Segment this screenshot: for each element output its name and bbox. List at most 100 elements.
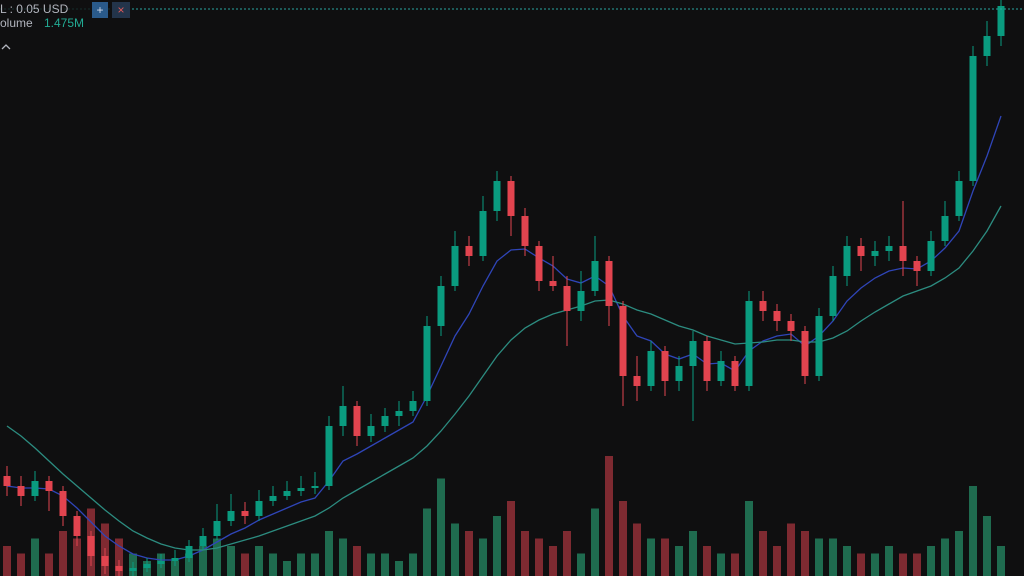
candle-body xyxy=(115,566,123,571)
candle-body xyxy=(311,486,319,488)
candle-body xyxy=(829,276,837,316)
volume-bar xyxy=(801,531,809,576)
candle-body xyxy=(619,306,627,376)
close-icon[interactable]: × xyxy=(117,3,124,17)
volume-bar xyxy=(185,553,193,576)
candle-body xyxy=(325,426,333,486)
volume-bar xyxy=(115,538,123,576)
candle-body xyxy=(759,301,767,311)
add-button[interactable] xyxy=(92,2,108,18)
volume-bar xyxy=(59,531,67,576)
candle-body xyxy=(353,406,361,436)
candle-body xyxy=(605,261,613,306)
volume-bar xyxy=(339,538,347,576)
volume-bar xyxy=(479,538,487,576)
candle-body xyxy=(563,286,571,311)
volume-bar xyxy=(73,538,81,576)
candle-body xyxy=(339,406,347,426)
volume-bar xyxy=(829,538,837,576)
candle-body xyxy=(87,536,95,556)
volume-bar xyxy=(451,523,459,576)
candle-body xyxy=(703,341,711,381)
volume-bar xyxy=(409,553,417,576)
candles xyxy=(3,0,1005,576)
volume-bar xyxy=(955,531,963,576)
volume-bar xyxy=(353,546,361,576)
volume-bar xyxy=(255,546,263,576)
candle-body xyxy=(409,401,417,411)
add-icon[interactable]: + xyxy=(96,3,103,17)
candle-body xyxy=(899,246,907,261)
candle-body xyxy=(3,476,11,486)
candle-body xyxy=(745,301,753,386)
volume-bar xyxy=(465,531,473,576)
candle-body xyxy=(143,564,151,568)
volume-bar xyxy=(997,546,1005,576)
candle-body xyxy=(633,376,641,386)
candle-body xyxy=(955,181,963,216)
candle-body xyxy=(297,488,305,491)
candle-body xyxy=(157,561,165,564)
volume-bar xyxy=(591,508,599,576)
candle-body xyxy=(17,486,25,496)
candle-body xyxy=(451,246,459,286)
candle-body xyxy=(31,481,39,496)
candle-body xyxy=(773,311,781,321)
candle-body xyxy=(479,211,487,256)
close-button[interactable] xyxy=(112,2,130,18)
candle-body xyxy=(997,6,1005,36)
candle-body xyxy=(871,251,879,256)
volume-bar xyxy=(703,546,711,576)
volume-bar xyxy=(647,538,655,576)
volume-bar xyxy=(493,516,501,576)
candle-body xyxy=(969,56,977,181)
candle-body xyxy=(423,326,431,401)
volume-bar xyxy=(241,553,249,576)
candle-body xyxy=(521,216,529,246)
candle-body xyxy=(983,36,991,56)
candle-body xyxy=(227,511,235,521)
candle-body xyxy=(535,246,543,281)
candle-body xyxy=(269,496,277,501)
volume-bar xyxy=(577,553,585,576)
volume-bar xyxy=(857,553,865,576)
volume-bar xyxy=(969,486,977,576)
volume-bar xyxy=(199,546,207,576)
volume-bar xyxy=(325,531,333,576)
collapse-icon[interactable] xyxy=(1,44,11,50)
volume-bar xyxy=(633,523,641,576)
volume-bar xyxy=(675,546,683,576)
volume-bar xyxy=(661,538,669,576)
volume-bar xyxy=(437,478,445,576)
volume-bar xyxy=(745,501,753,576)
candle-body xyxy=(199,536,207,546)
candle-body xyxy=(255,501,263,516)
volume-bar xyxy=(759,531,767,576)
volume-bar xyxy=(815,538,823,576)
volume-bar xyxy=(367,553,375,576)
moving-average xyxy=(6,115,1002,561)
volume-bar xyxy=(395,561,403,576)
candle-body xyxy=(381,416,389,426)
volume-bar xyxy=(535,538,543,576)
volume-bar xyxy=(843,546,851,576)
volume-bar xyxy=(269,553,277,576)
volume-bar xyxy=(731,553,739,576)
candle-body xyxy=(73,516,81,536)
volume-bar xyxy=(45,553,53,576)
candle-body xyxy=(885,246,893,251)
candle-body xyxy=(367,426,375,436)
candle-body xyxy=(787,321,795,331)
candle-body xyxy=(241,511,249,516)
volume-bar xyxy=(171,561,179,576)
volume-bar xyxy=(927,546,935,576)
moving-averages xyxy=(6,115,1002,561)
volume-bar xyxy=(563,531,571,576)
candle-body xyxy=(857,246,865,256)
volume-bar xyxy=(787,523,795,576)
volume-bar xyxy=(381,553,389,576)
volume-bar xyxy=(213,538,221,576)
volume-bar xyxy=(717,553,725,576)
candle-body xyxy=(185,546,193,558)
